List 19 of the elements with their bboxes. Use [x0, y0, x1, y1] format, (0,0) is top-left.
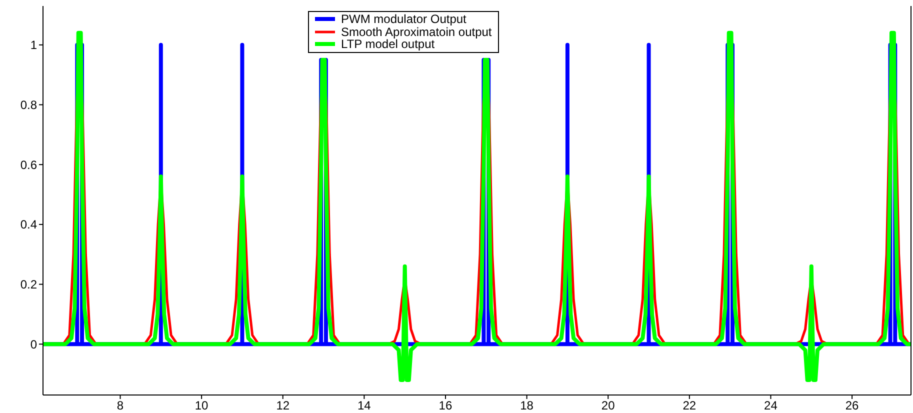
x-tick-label: 12 [276, 398, 290, 413]
y-tick-label: 0.6 [20, 158, 38, 172]
y-tick-label: 0.8 [20, 98, 38, 112]
x-tick-label: 14 [358, 398, 372, 413]
x-tick-label: 18 [520, 398, 534, 413]
y-tick-label: 0 [30, 337, 38, 352]
x-tick-label: 22 [682, 398, 696, 413]
y-tick-label: 0.2 [20, 278, 38, 292]
x-tick-label: 24 [764, 398, 778, 413]
x-tick-label: 26 [845, 398, 860, 413]
x-tick-label: 20 [601, 398, 616, 413]
x-tick-label: 16 [438, 398, 452, 413]
legend-label: PWM modulator Output [341, 12, 466, 26]
legend-label: LTP model output [341, 37, 435, 51]
x-tick-label: 8 [116, 398, 124, 413]
legend-label: Smooth Aproximatoin output [341, 24, 492, 38]
x-tick-label: 10 [194, 398, 209, 413]
y-tick-label: 0.4 [20, 218, 38, 232]
y-tick-label: 1 [30, 38, 38, 52]
